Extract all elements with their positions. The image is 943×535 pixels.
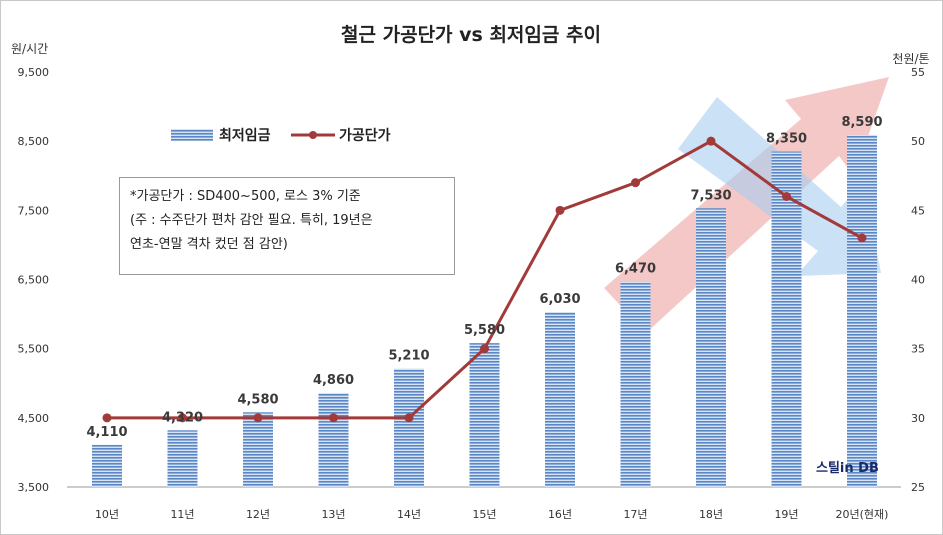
legend-swatch-marker (309, 131, 317, 139)
x-tick-label: 18년 (699, 508, 723, 521)
left-axis-unit: 원/시간 (11, 42, 48, 56)
bar-data-label: 4,110 (86, 425, 127, 440)
line-point (102, 413, 112, 423)
bar (318, 392, 349, 487)
right-tick-label: 45 (911, 204, 925, 217)
line-point (253, 413, 263, 423)
legend: 최저임금 가공단가 (171, 127, 391, 144)
left-tick-label: 6,500 (18, 274, 50, 287)
bar (696, 208, 726, 487)
x-tick-label: 16년 (548, 508, 572, 521)
bar-data-label: 5,580 (464, 323, 505, 338)
right-tick-label: 25 (911, 481, 925, 494)
bar (469, 343, 500, 487)
annotation-line-1: *가공단가 : SD400~500, 로스 3% 기준 (130, 189, 361, 204)
bar-data-label: 6,030 (539, 292, 580, 307)
bar-data-label: 6,470 (615, 262, 656, 277)
x-tick-label: 17년 (623, 508, 647, 521)
bar (394, 368, 424, 487)
annotation-box: *가공단가 : SD400~500, 로스 3% 기준 (주 : 수주단가 편차… (119, 177, 455, 275)
left-tick-label: 5,500 (18, 343, 50, 356)
x-tick-label: 11년 (170, 508, 194, 521)
x-tick-label: 10년 (95, 508, 119, 521)
x-tick-label: 12년 (246, 508, 270, 521)
left-tick-label: 4,500 (18, 412, 50, 425)
bar (243, 412, 273, 487)
annotation-line-2: (주 : 수주단가 편차 감안 필요. 특히, 19년은 (130, 213, 373, 228)
watermark: 스틸in DB (816, 461, 879, 476)
line-point (782, 192, 791, 201)
right-tick-label: 40 (911, 274, 925, 287)
bar-data-label: 5,210 (388, 349, 429, 364)
bar-data-label: 4,860 (313, 373, 354, 388)
x-tick-label: 20년(현재) (836, 508, 889, 521)
line-point (480, 344, 489, 354)
bar (847, 134, 877, 488)
x-tick-label: 14년 (397, 508, 421, 521)
right-tick-label: 30 (911, 412, 925, 425)
bar (545, 312, 575, 487)
left-tick-label: 7,500 (18, 204, 50, 217)
line-point (404, 413, 414, 423)
left-axis-ticks: 3,500 4,500 5,500 6,500 7,500 8,500 9,500 (18, 66, 50, 494)
right-tick-label: 35 (911, 343, 925, 356)
bar-series (92, 134, 877, 488)
bar (620, 281, 651, 487)
bar-data-label: 8,350 (766, 132, 807, 147)
right-axis-ticks: 25 30 35 40 45 50 55 (911, 66, 925, 494)
right-tick-label: 50 (911, 135, 925, 148)
bar-data-label: 4,580 (237, 392, 278, 407)
x-axis-ticks: 10년 11년 12년 13년 14년 15년 16년 17년 18년 19년 20년(현재) (95, 508, 889, 521)
bar-data-label: 4,320 (162, 410, 203, 425)
legend-label-line: 가공단가 (339, 127, 391, 144)
line-series (102, 136, 867, 423)
x-tick-label: 13년 (321, 508, 345, 521)
bar-data-labels: 4,110 4,320 4,580 4,860 5,210 5,580 6,030 6,470… (86, 115, 882, 440)
chart-title: 철근 가공단가 vs 최저임금 추이 (341, 24, 601, 46)
line-point (706, 136, 716, 146)
line-point (178, 413, 187, 423)
bar (167, 430, 198, 487)
left-tick-label: 3,500 (18, 481, 50, 494)
line-point (631, 178, 640, 188)
annotation-line-3: 연초-연말 격차 컸던 점 감안) (130, 237, 288, 252)
bar-data-label: 7,530 (690, 188, 731, 203)
legend-label-bar: 최저임금 (219, 128, 271, 144)
bar (771, 151, 802, 487)
line-point (857, 233, 867, 243)
right-tick-label: 55 (911, 66, 925, 79)
bar-data-label: 8,590 (841, 115, 882, 130)
left-tick-label: 8,500 (18, 135, 50, 148)
line-point (555, 205, 565, 215)
up-trend-arrow (604, 77, 889, 333)
legend-swatch-bar (171, 129, 213, 141)
bar (92, 444, 122, 487)
x-tick-label: 15년 (472, 508, 496, 521)
left-tick-label: 9,500 (18, 66, 50, 79)
right-axis-unit: 천원/톤 (892, 51, 929, 66)
line-point (329, 413, 338, 423)
x-tick-label: 19년 (774, 508, 798, 521)
